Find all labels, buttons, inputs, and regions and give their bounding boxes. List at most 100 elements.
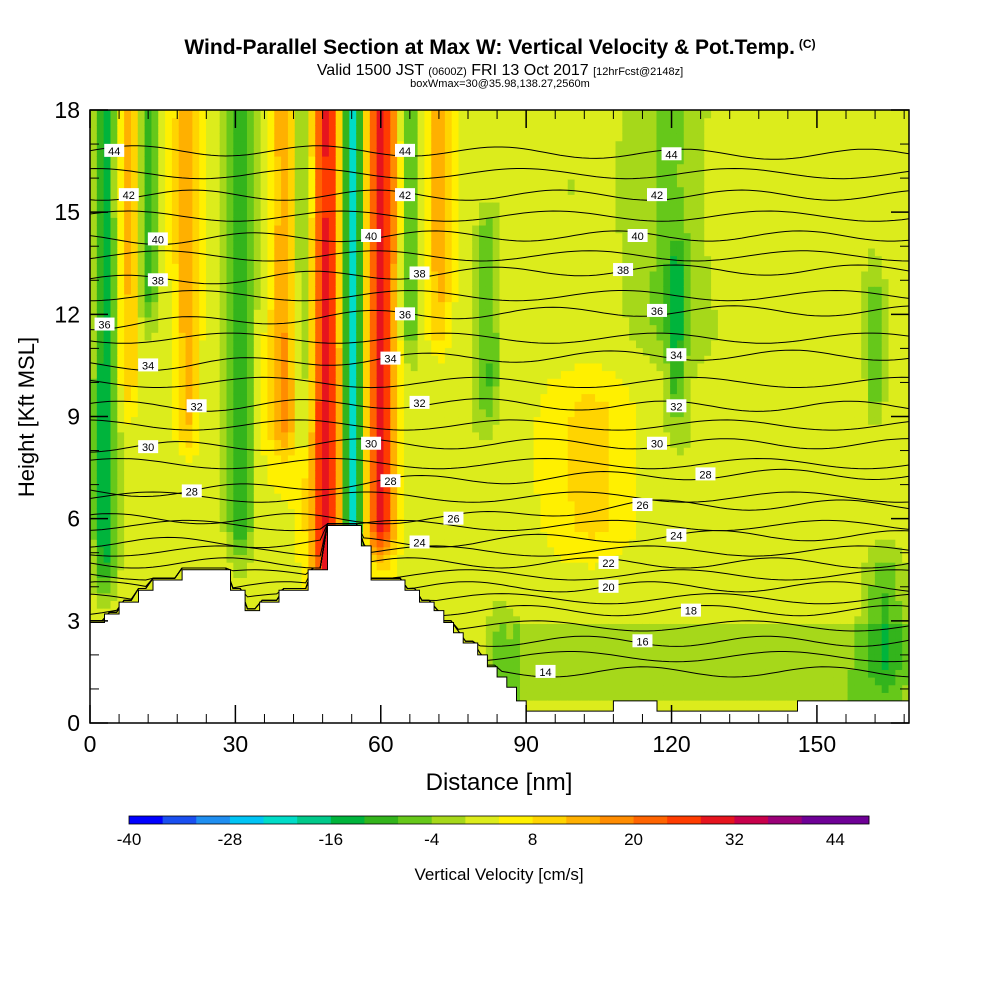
velocity-cell [499,608,507,617]
velocity-cell [267,539,275,548]
velocity-cell [206,523,214,533]
velocity-cell [233,431,241,441]
velocity-cell [130,477,139,487]
velocity-cell [335,393,344,402]
velocity-cell [363,117,371,126]
velocity-cell [267,324,275,333]
velocity-cell [158,155,166,165]
velocity-cell [96,608,105,617]
velocity-cell [185,316,193,326]
velocity-cell [424,508,432,517]
velocity-cell [171,178,180,188]
velocity-cell [103,332,112,341]
velocity-cell [110,224,118,234]
velocity-cell [219,554,228,563]
velocity-cell [513,562,521,571]
velocity-cell [438,447,446,456]
velocity-cell [192,554,200,563]
velocity-cell [206,163,214,172]
velocity-cell [410,301,419,310]
velocity-cell [444,117,453,126]
velocity-cell [506,416,514,425]
velocity-cell [110,493,118,502]
velocity-cell [383,408,391,418]
velocity-cell [444,232,453,241]
velocity-cell [506,546,514,556]
velocity-cell [410,370,419,379]
velocity-cell [144,585,153,594]
velocity-cell [451,339,460,349]
velocity-cell [458,362,466,372]
velocity-cell [479,447,487,456]
velocity-cell [185,362,193,372]
velocity-cell [253,240,262,249]
velocity-cell [178,194,187,203]
velocity-cell [403,255,412,264]
velocity-cell [226,293,234,303]
velocity-cell [274,286,282,295]
velocity-cell [206,140,214,149]
velocity-cell [192,477,200,487]
velocity-cell [376,263,385,272]
velocity-cell [451,163,460,172]
velocity-cell [451,393,460,402]
velocity-cell [417,117,426,126]
velocity-cell [485,592,494,601]
velocity-cell [294,263,303,272]
velocity-cell [376,278,385,287]
velocity-cell [171,546,180,556]
velocity-cell [219,339,228,349]
velocity-cell [144,416,153,425]
velocity-cell [328,278,337,287]
velocity-cell [397,562,405,571]
velocity-cell [444,186,453,195]
velocity-cell [137,263,146,272]
velocity-cell [485,293,494,303]
velocity-cell [212,431,221,441]
velocity-cell [499,293,507,303]
velocity-cell [130,523,139,533]
velocity-cell [96,140,105,149]
velocity-cell [403,477,412,487]
velocity-cell [253,554,262,563]
velocity-cell [103,117,112,126]
velocity-cell [438,508,446,517]
velocity-cell [485,117,494,126]
velocity-cell [96,132,105,142]
velocity-cell [397,454,405,464]
velocity-cell [185,240,193,249]
velocity-cell [328,263,337,272]
velocity-cell [192,539,200,548]
velocity-cell [110,470,118,479]
velocity-cell [485,477,494,487]
velocity-cell [369,500,378,510]
velocity-cell [499,493,507,502]
velocity-cell [479,631,487,640]
velocity-cell [253,439,262,448]
velocity-cell [137,485,146,494]
velocity-cell [171,485,180,494]
velocity-cell [328,316,337,326]
velocity-cell [328,378,337,387]
velocity-cell [130,355,139,364]
velocity-cell [253,447,262,456]
velocity-cell [465,485,473,494]
velocity-cell [383,155,391,165]
velocity-cell [349,508,357,517]
velocity-cell [397,546,405,556]
velocity-cell [383,309,391,318]
velocity-cell [499,355,507,364]
velocity-cell [90,324,98,333]
velocity-cell [458,186,466,195]
velocity-cell [431,232,439,241]
velocity-cell [499,140,507,149]
velocity-cell [458,286,466,295]
velocity-cell [124,370,132,379]
velocity-cell [403,370,412,379]
velocity-cell [363,125,371,134]
velocity-cell [260,562,269,571]
velocity-cell [301,531,309,540]
velocity-cell [158,546,166,556]
velocity-cell [96,309,105,318]
velocity-cell [287,293,296,303]
